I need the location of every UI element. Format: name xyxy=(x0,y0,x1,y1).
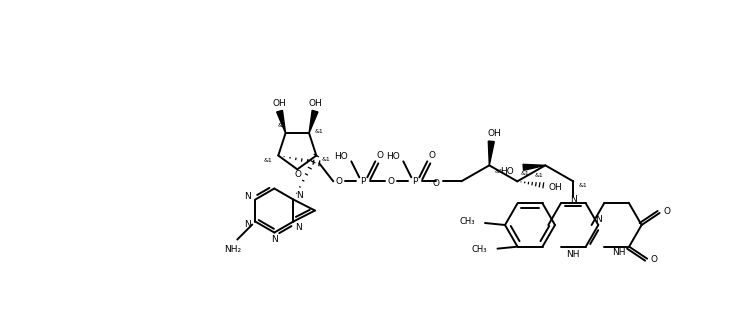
Text: N: N xyxy=(271,235,277,244)
Text: N: N xyxy=(296,191,303,200)
Text: O: O xyxy=(387,177,395,186)
Text: HO: HO xyxy=(500,167,514,176)
Text: NH: NH xyxy=(567,250,580,259)
Text: O: O xyxy=(429,151,436,160)
Text: N: N xyxy=(244,220,251,229)
Text: O: O xyxy=(663,208,670,216)
Text: N: N xyxy=(244,192,251,201)
Text: O: O xyxy=(336,177,343,186)
Text: &1: &1 xyxy=(535,173,544,178)
Text: &1: &1 xyxy=(521,171,530,176)
Text: O: O xyxy=(377,151,384,160)
Text: &1: &1 xyxy=(495,169,503,174)
Text: &1: &1 xyxy=(314,129,323,134)
Text: OH: OH xyxy=(272,99,286,108)
Text: CH₃: CH₃ xyxy=(460,217,475,226)
Text: &1: &1 xyxy=(322,157,331,162)
Polygon shape xyxy=(489,141,494,165)
Text: N: N xyxy=(570,195,576,204)
Text: P: P xyxy=(361,177,366,186)
Text: O: O xyxy=(432,179,440,188)
Polygon shape xyxy=(523,164,545,170)
Text: N: N xyxy=(295,223,302,232)
Text: &1: &1 xyxy=(579,183,587,188)
Text: O: O xyxy=(294,170,302,179)
Text: NH₂: NH₂ xyxy=(224,245,241,254)
Text: &1: &1 xyxy=(264,158,272,163)
Text: OH: OH xyxy=(487,129,501,138)
Text: OH: OH xyxy=(548,183,562,192)
Polygon shape xyxy=(309,111,318,133)
Text: N: N xyxy=(596,215,602,224)
Text: P: P xyxy=(413,177,418,186)
Text: HO: HO xyxy=(334,152,348,161)
Text: O: O xyxy=(651,255,658,264)
Polygon shape xyxy=(277,111,286,133)
Text: NH: NH xyxy=(612,248,625,257)
Text: OH: OH xyxy=(308,99,322,108)
Text: &1: &1 xyxy=(277,123,286,128)
Text: CH₃: CH₃ xyxy=(472,245,488,254)
Text: HO: HO xyxy=(387,152,400,161)
